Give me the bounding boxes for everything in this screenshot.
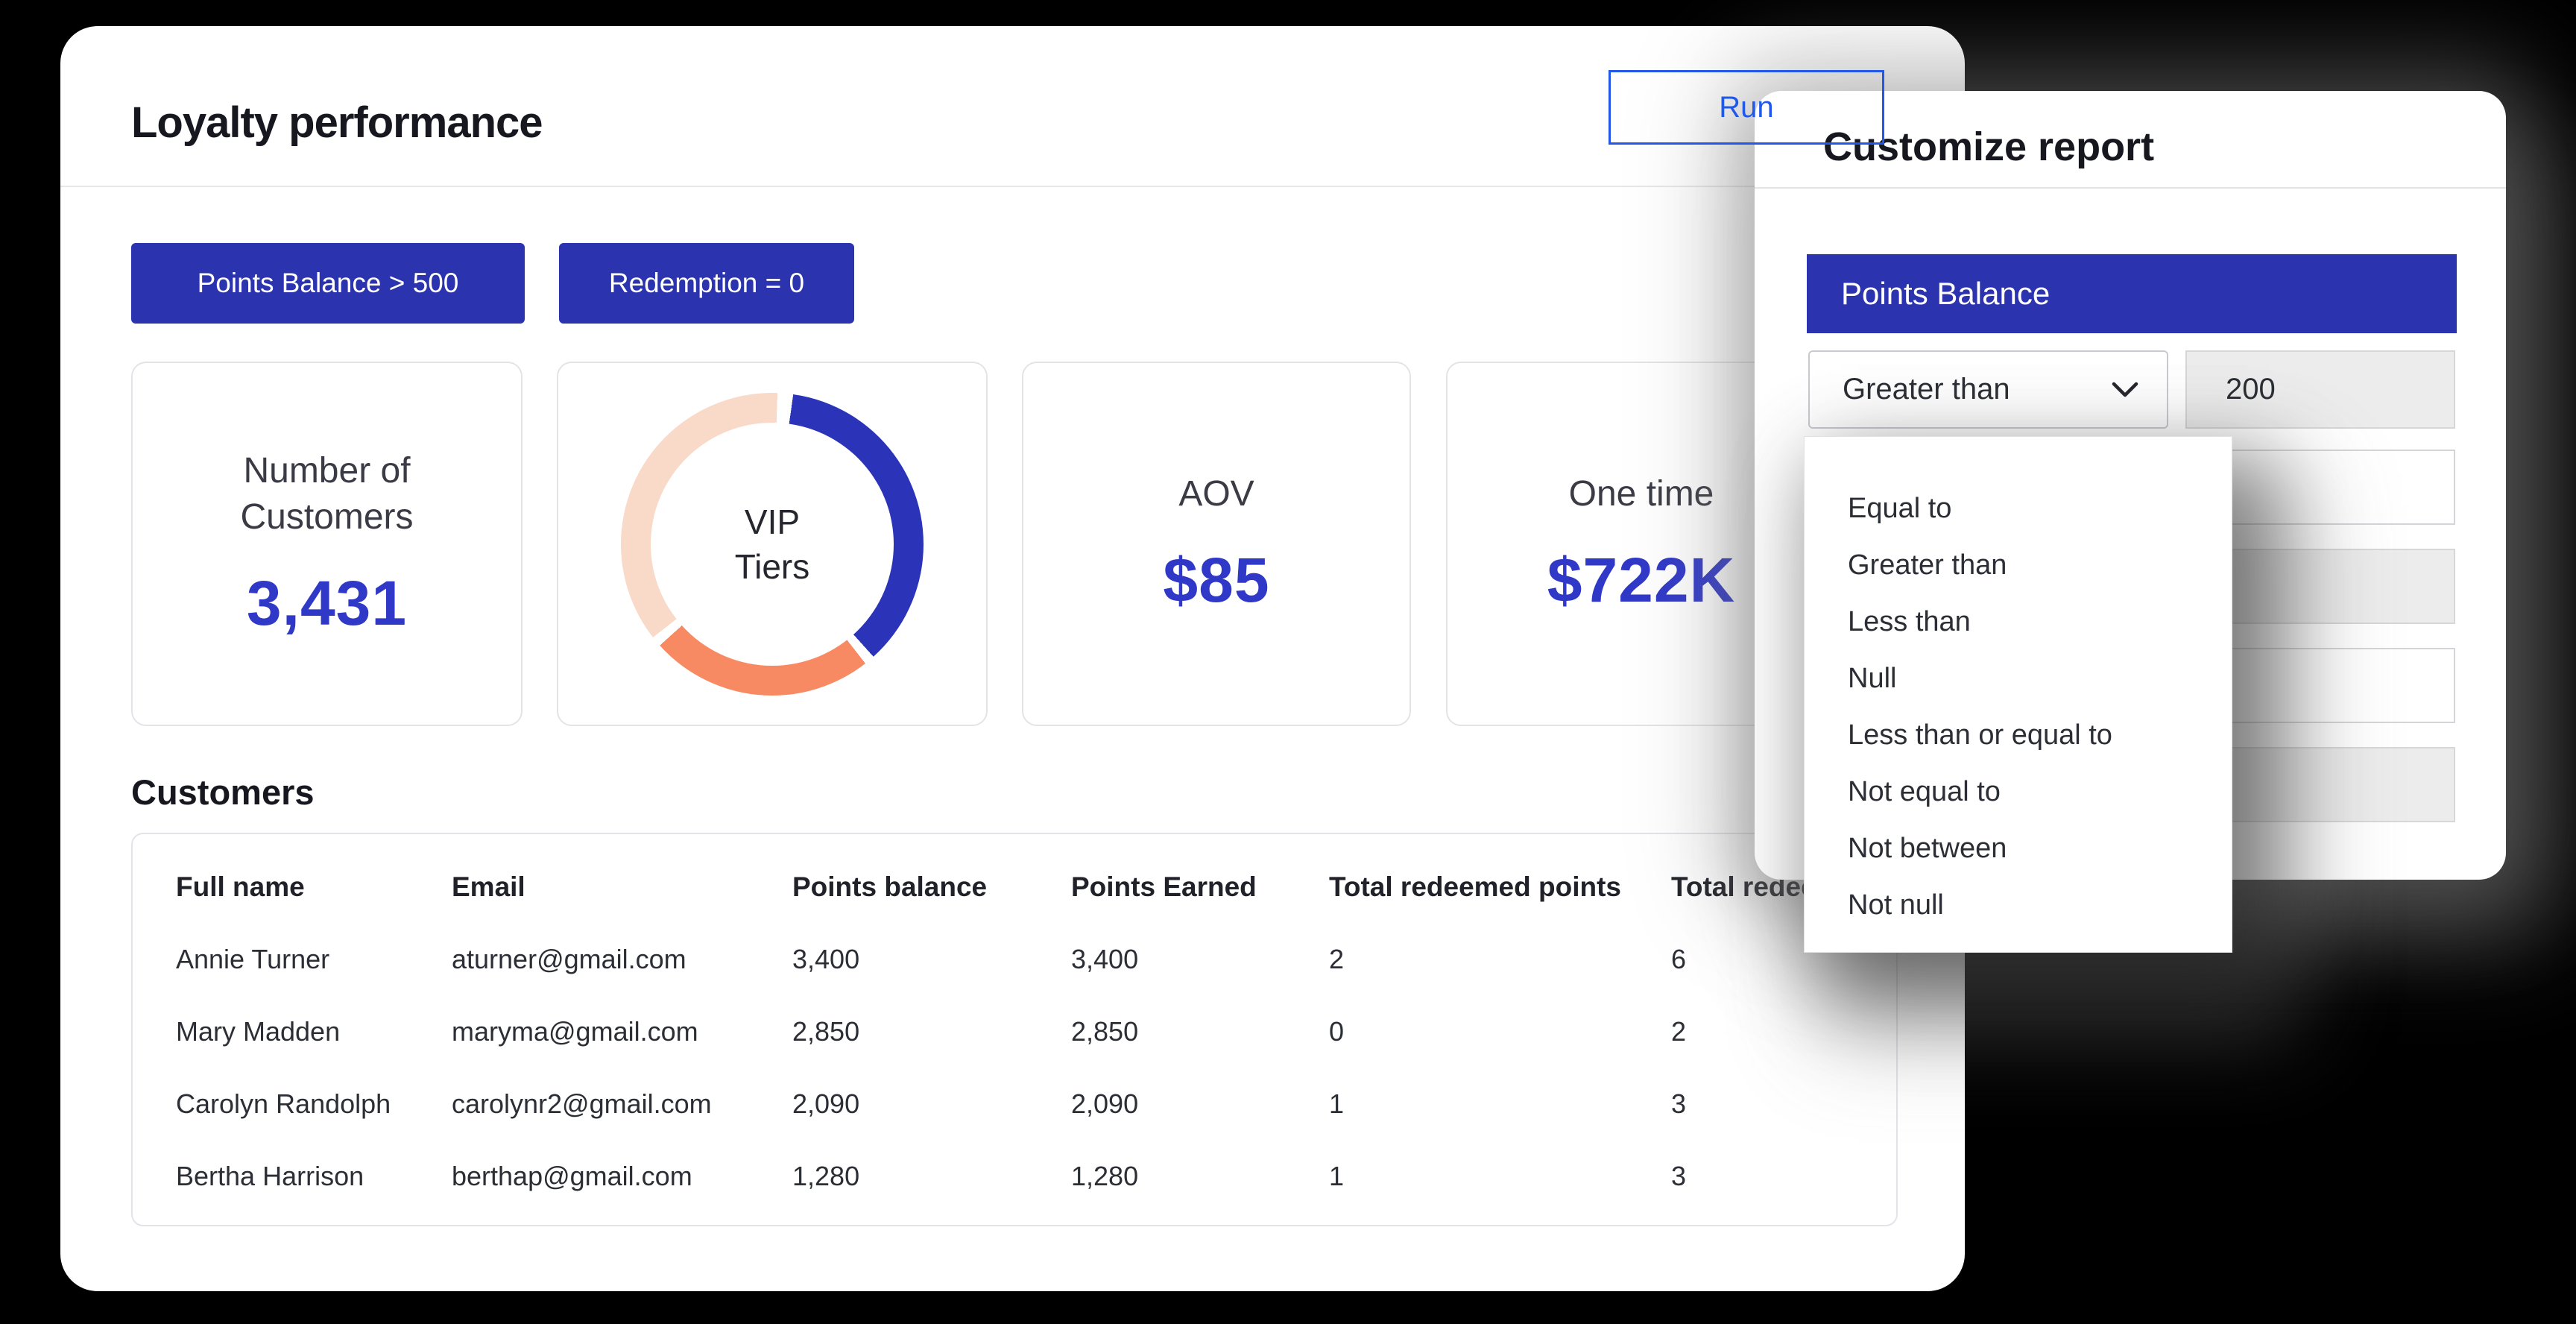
value-input[interactable]: 200 xyxy=(2185,350,2455,429)
panel-divider xyxy=(1755,187,2506,189)
metric-label: One time xyxy=(1568,474,1714,514)
table-cell: 1 xyxy=(1329,1088,1345,1119)
table-cell: 3,400 xyxy=(1071,944,1139,974)
donut-hole: VIP Tiers xyxy=(651,422,894,666)
table-cell: 2,090 xyxy=(792,1088,860,1119)
column-header-total-redeemed-points: Total redeemed points xyxy=(1329,871,1621,902)
table-cell: 3,400 xyxy=(792,944,860,974)
header-divider xyxy=(60,186,1965,187)
metric-card-aov: AOV $85 xyxy=(1022,362,1411,726)
column-header-points-earned: Points Earned xyxy=(1071,871,1257,902)
table-cell: Bertha Harrison xyxy=(176,1161,364,1191)
metric-value: $85 xyxy=(1163,545,1270,615)
table-cell: 2 xyxy=(1671,1016,1687,1047)
dropdown-option-not-between[interactable]: Not between xyxy=(1848,832,2007,864)
operator-dropdown-menu: Equal to Greater than Less than Null Les… xyxy=(1804,436,2232,953)
table-cell: 2,850 xyxy=(1071,1016,1139,1047)
dropdown-option-not-null[interactable]: Not null xyxy=(1848,889,1944,921)
vip-tiers-donut-chart: VIP Tiers xyxy=(621,392,924,696)
metric-label: AOV xyxy=(1178,474,1254,514)
column-header-points-balance: Points balance xyxy=(792,871,988,902)
field-bar-label: Points Balance xyxy=(1841,276,2051,311)
table-cell: maryma@gmail.com xyxy=(452,1016,698,1047)
dropdown-option-null[interactable]: Null xyxy=(1848,662,1897,694)
table-cell: 0 xyxy=(1329,1016,1345,1047)
metric-value: $722K xyxy=(1547,545,1736,615)
dropdown-option-not-equal-to[interactable]: Not equal to xyxy=(1848,775,2001,807)
dropdown-option-less-than[interactable]: Less than xyxy=(1848,605,1971,637)
panel-title: Customize report xyxy=(1823,124,2155,169)
table-cell: 3 xyxy=(1671,1088,1687,1119)
operator-select[interactable]: Greater than xyxy=(1808,350,2168,429)
operator-select-value: Greater than xyxy=(1843,373,2010,406)
table-cell: 1 xyxy=(1329,1161,1345,1191)
column-header-email: Email xyxy=(452,871,525,902)
metric-card-vip-tiers: VIP Tiers xyxy=(557,362,988,726)
value-input-text: 200 xyxy=(2226,373,2276,406)
column-header-full-name: Full name xyxy=(176,871,305,902)
metric-value: 3,431 xyxy=(246,568,408,638)
table-cell: 2,090 xyxy=(1071,1088,1139,1119)
filter-chip-redemption[interactable]: Redemption = 0 xyxy=(559,243,854,324)
customers-heading: Customers xyxy=(131,772,315,812)
table-cell: aturner@gmail.com xyxy=(452,944,686,974)
dropdown-option-less-than-or-equal-to[interactable]: Less than or equal to xyxy=(1848,719,2112,751)
filter-chip-points-balance[interactable]: Points Balance > 500 xyxy=(131,243,525,324)
table-cell: 1,280 xyxy=(792,1161,860,1191)
table-cell: Mary Madden xyxy=(176,1016,341,1047)
table-cell: 2 xyxy=(1329,944,1345,974)
table-cell: Carolyn Randolph xyxy=(176,1088,391,1119)
table-cell: Annie Turner xyxy=(176,944,330,974)
metric-card-number-of-customers: Number of Customers 3,431 xyxy=(131,362,523,726)
metric-label: Number of Customers xyxy=(240,451,414,537)
donut-center-label: VIP Tiers xyxy=(734,502,810,586)
loyalty-report-card: Loyalty performance Points Balance > 500… xyxy=(60,26,1965,1291)
table-cell: berthap@gmail.com xyxy=(452,1161,692,1191)
customers-table: Full name Email Points balance Points Ea… xyxy=(131,833,1898,1226)
run-button[interactable]: Run xyxy=(1609,70,1884,145)
table-cell: 3 xyxy=(1671,1161,1687,1191)
field-bar-points-balance[interactable]: Points Balance xyxy=(1807,254,2457,333)
chevron-down-icon xyxy=(2112,382,2138,397)
table-cell: 2,850 xyxy=(792,1016,860,1047)
dropdown-option-greater-than[interactable]: Greater than xyxy=(1848,549,2007,581)
page-title: Loyalty performance xyxy=(131,98,543,147)
table-cell: 6 xyxy=(1671,944,1687,974)
dropdown-option-equal-to[interactable]: Equal to xyxy=(1848,492,1952,524)
table-cell: 1,280 xyxy=(1071,1161,1139,1191)
table-cell: carolynr2@gmail.com xyxy=(452,1088,712,1119)
